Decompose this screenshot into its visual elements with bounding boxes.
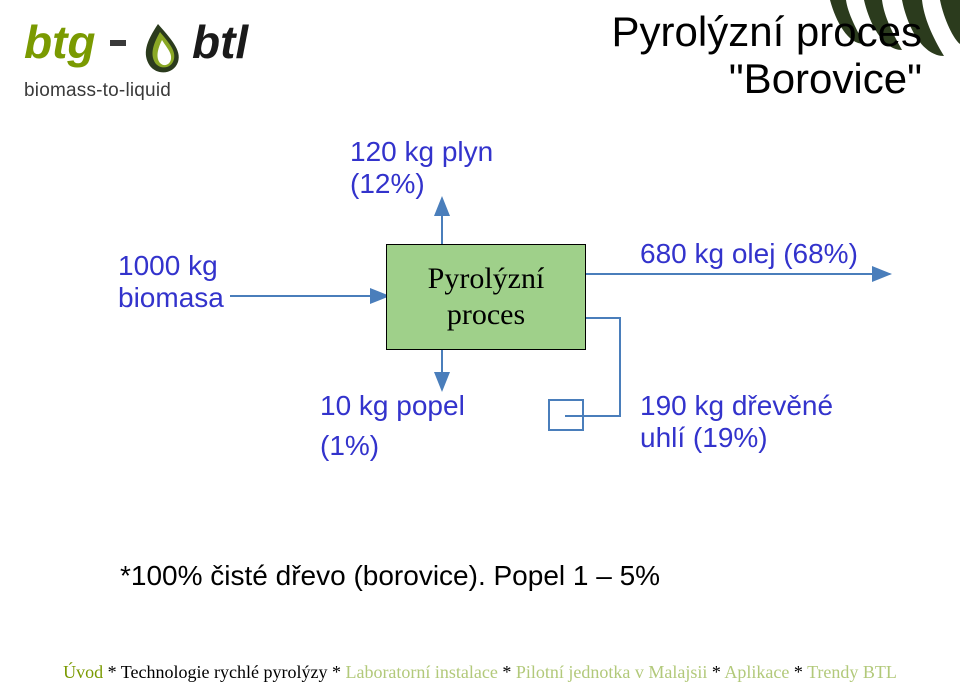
breadcrumb-sep: * — [332, 662, 346, 682]
title-line-1: Pyrolýzní proces — [612, 8, 922, 55]
label-biomass-line-1: 1000 kg — [118, 250, 224, 282]
breadcrumb-item-5[interactable]: Trendy BTL — [807, 662, 897, 682]
feedback-junction-box — [549, 400, 583, 430]
logo: btg btl biomass-to-liquid — [24, 18, 294, 102]
breadcrumb-sep: * — [108, 662, 121, 682]
label-charcoal-line-2: uhlí (19%) — [640, 422, 833, 454]
breadcrumb-sep: * — [794, 662, 807, 682]
breadcrumb-item-1[interactable]: Technologie rychlé pyrolýzy — [121, 662, 328, 682]
label-biomass-line-2: biomasa — [118, 282, 224, 314]
logo-btl: btl — [192, 18, 249, 68]
process-box-line-2: proces — [447, 297, 525, 333]
label-oil-line-1: 680 kg olej (68%) — [640, 238, 858, 270]
footnote: *100% čisté dřevo (borovice). Popel 1 – … — [120, 560, 660, 592]
label-oil: 680 kg olej (68%) — [640, 238, 858, 270]
logo-subtitle: biomass-to-liquid — [24, 80, 294, 102]
breadcrumb-item-2[interactable]: Laboratorní instalace — [345, 662, 497, 682]
process-box-line-1: Pyrolýzní — [428, 261, 545, 297]
label-gas: 120 kg plyn (12%) — [350, 136, 493, 200]
title-line-2: "Borovice" — [612, 55, 922, 102]
label-gas-line-2: (12%) — [350, 168, 493, 200]
logo-mark: btg btl — [24, 18, 294, 78]
breadcrumb-item-0[interactable]: Úvod — [63, 662, 103, 682]
breadcrumb-sep: * — [502, 662, 516, 682]
label-gas-line-1: 120 kg plyn — [350, 136, 493, 168]
process-box: Pyrolýzní proces — [386, 244, 586, 350]
breadcrumb-item-4[interactable]: Aplikace — [724, 662, 789, 682]
logo-sep — [110, 40, 126, 46]
breadcrumb-sep: * — [712, 662, 725, 682]
label-charcoal-line-1: 190 kg dřevěné — [640, 390, 833, 422]
corner-leaf-4 — [940, 0, 960, 44]
breadcrumb-item-3[interactable]: Pilotní jednotka v Malajsii — [516, 662, 708, 682]
label-biomass: 1000 kg biomasa — [118, 250, 224, 314]
flame-icon — [146, 24, 179, 72]
logo-btg: btg — [24, 18, 96, 68]
slide-title: Pyrolýzní proces "Borovice" — [612, 8, 922, 102]
label-ash: 10 kg popel (1%) — [320, 390, 465, 462]
label-charcoal: 190 kg dřevěné uhlí (19%) — [640, 390, 833, 454]
breadcrumb: Úvod * Technologie rychlé pyrolýzy * Lab… — [0, 662, 960, 683]
label-ash-line-1: 10 kg popel — [320, 390, 465, 422]
label-ash-line-2: (1%) — [320, 430, 465, 462]
